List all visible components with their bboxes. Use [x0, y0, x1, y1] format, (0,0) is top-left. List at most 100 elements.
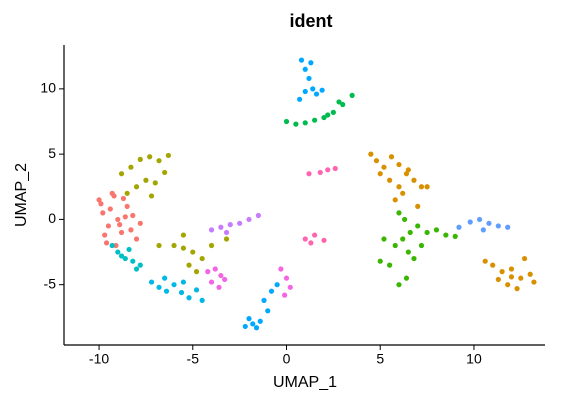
point: [137, 156, 143, 162]
point: [156, 158, 162, 164]
point: [171, 282, 177, 288]
point: [218, 224, 224, 230]
point: [282, 292, 288, 298]
point: [297, 96, 303, 102]
point: [396, 282, 402, 288]
point: [518, 275, 524, 281]
point: [253, 325, 260, 331]
point: [122, 255, 128, 262]
point: [403, 171, 410, 177]
point: [107, 206, 113, 212]
point: [208, 227, 215, 233]
point: [330, 109, 336, 115]
point: [223, 229, 230, 236]
point: [261, 297, 267, 303]
point: [495, 276, 501, 283]
point: [162, 275, 168, 281]
point: [400, 190, 406, 196]
point: [302, 120, 308, 126]
point: [401, 216, 408, 223]
point: [96, 197, 102, 203]
point: [124, 190, 130, 196]
point: [137, 262, 143, 268]
point: [368, 151, 374, 157]
point: [180, 232, 187, 238]
point: [193, 287, 200, 293]
point: [452, 233, 458, 239]
point: [130, 258, 136, 264]
point: [377, 258, 383, 264]
point: [212, 266, 218, 272]
point: [133, 184, 140, 190]
y-axis-title: UMAP_2: [13, 163, 30, 227]
point: [415, 203, 421, 209]
point: [186, 262, 192, 268]
point: [268, 288, 275, 294]
point: [490, 262, 496, 268]
point: [148, 279, 155, 285]
point: [274, 282, 280, 288]
point: [255, 212, 261, 219]
point: [443, 232, 449, 238]
point: [349, 92, 355, 98]
point: [396, 184, 402, 190]
point: [265, 308, 271, 314]
point: [180, 279, 187, 285]
point: [242, 323, 248, 330]
point: [400, 236, 406, 242]
point: [486, 220, 492, 226]
y-tick-label: 10: [40, 80, 56, 96]
point: [293, 121, 299, 127]
point: [133, 236, 140, 242]
point: [302, 236, 308, 242]
point: [278, 266, 284, 272]
point: [424, 184, 430, 190]
point: [100, 210, 106, 216]
point: [308, 240, 314, 246]
point: [495, 223, 501, 229]
point: [456, 224, 462, 230]
point: [313, 91, 320, 97]
point: [126, 246, 132, 253]
point: [250, 321, 256, 327]
point: [306, 171, 312, 177]
point: [147, 154, 153, 160]
point: [120, 195, 127, 202]
point: [312, 232, 318, 238]
point: [237, 220, 243, 226]
point: [109, 242, 115, 249]
x-tick-label: 10: [466, 351, 482, 367]
point: [156, 284, 162, 290]
point: [283, 275, 290, 281]
point: [122, 214, 128, 220]
point: [257, 318, 263, 324]
point: [105, 223, 112, 229]
point: [190, 249, 196, 255]
point: [373, 158, 380, 164]
point: [418, 242, 425, 249]
point: [321, 114, 327, 121]
point: [521, 255, 528, 262]
point: [283, 118, 290, 125]
point: [162, 169, 168, 176]
x-tick-label: -5: [187, 351, 200, 367]
point: [396, 210, 402, 216]
point: [205, 269, 211, 275]
point: [287, 284, 293, 290]
point: [222, 276, 228, 283]
point: [505, 224, 511, 230]
point: [411, 255, 417, 262]
point: [193, 269, 200, 275]
x-tick-label: 0: [283, 351, 291, 367]
point: [332, 165, 338, 172]
point: [130, 212, 136, 219]
point: [113, 242, 119, 249]
point: [480, 227, 486, 233]
point: [381, 164, 387, 170]
point: [319, 87, 325, 93]
point: [527, 271, 533, 277]
point: [128, 227, 134, 233]
point: [118, 171, 125, 177]
point: [186, 295, 192, 301]
